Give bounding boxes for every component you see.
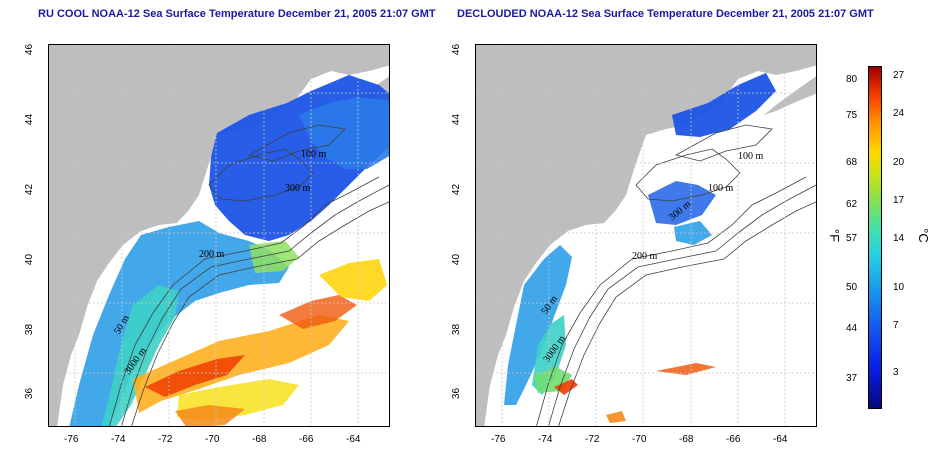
colorbar-celsius-tick: 27	[893, 70, 905, 81]
depth-contours	[536, 124, 816, 426]
x-tick: -66	[299, 434, 314, 445]
sst-warm-south	[133, 315, 349, 413]
graticule	[49, 45, 389, 426]
sst-warm-streak	[656, 363, 716, 375]
x-tick: -68	[679, 434, 694, 445]
colorbar-fahrenheit-tick: 62	[846, 199, 858, 210]
y-tick: 46	[451, 43, 463, 56]
sst-cold-gulf-of-maine	[672, 73, 776, 137]
sst-cold-shelf	[648, 181, 716, 225]
land-mass	[476, 45, 816, 426]
y-tick: 36	[24, 387, 36, 400]
right-map-canvas: 100 m 300 m 100 m 200 m 50 m 3000 m	[476, 45, 816, 426]
sst-mid-shelf	[101, 285, 179, 426]
y-tick: 44	[24, 113, 36, 126]
sst-warm-spot	[606, 411, 626, 423]
sst-hot-gulfstream	[554, 379, 578, 395]
contour-label: 100 m	[738, 151, 764, 162]
colorbar-celsius-tick: 10	[893, 282, 905, 293]
left-sst-map[interactable]: 100 m 300 m 200 m 50 m 3000 m	[48, 44, 390, 427]
colorbar-fahrenheit-tick: 80	[846, 74, 858, 85]
colorbar-fahrenheit-tick: 57	[846, 233, 858, 244]
contour-label: 200 m	[199, 249, 225, 260]
x-tick: -68	[252, 434, 267, 445]
sst-shelf-green	[249, 241, 299, 273]
fahrenheit-unit-label: °F	[827, 228, 843, 243]
y-tick: 40	[24, 253, 36, 266]
sst-hot-gulfstream	[145, 355, 245, 397]
temperature-colorbar	[868, 66, 882, 409]
x-tick: -66	[726, 434, 741, 445]
y-tick: 42	[24, 183, 36, 196]
x-tick: -76	[64, 434, 79, 445]
y-tick: 36	[451, 387, 463, 400]
x-tick: -72	[158, 434, 173, 445]
sst-warm-east	[319, 259, 387, 301]
contour-label: 100 m	[708, 183, 734, 194]
land-mass	[49, 45, 389, 426]
colorbar-fahrenheit-tick: 68	[846, 157, 858, 168]
contour-label: 300 m	[285, 183, 311, 194]
colorbar-fahrenheit-tick: 50	[846, 282, 858, 293]
colorbar-fahrenheit-tick: 37	[846, 373, 858, 384]
x-tick: -70	[205, 434, 220, 445]
right-sst-map[interactable]: 100 m 300 m 100 m 200 m 50 m 3000 m	[475, 44, 817, 427]
y-tick: 40	[451, 253, 463, 266]
sst-hot-east	[279, 295, 357, 329]
y-tick: 44	[451, 113, 463, 126]
sst-cold-scotian	[299, 97, 389, 169]
y-tick: 46	[24, 43, 36, 56]
contour-label: 100 m	[301, 149, 327, 160]
colorbar-celsius-tick: 14	[893, 233, 905, 244]
colorbar-celsius-tick: 7	[893, 320, 899, 331]
y-tick: 38	[24, 323, 36, 336]
x-tick: -64	[346, 434, 361, 445]
x-tick: -76	[491, 434, 506, 445]
celsius-unit-label: °C	[915, 228, 931, 243]
right-map-title: DECLOUDED NOAA-12 Sea Surface Temperatur…	[457, 8, 874, 20]
left-map-title: RU COOL NOAA-12 Sea Surface Temperature …	[38, 8, 436, 20]
x-tick: -70	[632, 434, 647, 445]
colorbar-celsius-tick: 24	[893, 108, 905, 119]
colorbar-celsius-tick: 20	[893, 157, 905, 168]
colorbar-fahrenheit-tick: 44	[846, 323, 858, 334]
colorbar-celsius-tick: 3	[893, 367, 899, 378]
x-tick: -72	[585, 434, 600, 445]
nova-scotia	[764, 76, 816, 115]
colorbar-fahrenheit-tick: 75	[846, 110, 858, 121]
depth-contours	[109, 124, 389, 426]
contour-label: 200 m	[632, 251, 658, 262]
colorbar-celsius-tick: 17	[893, 195, 905, 206]
graticule	[476, 45, 816, 426]
x-tick: -74	[538, 434, 553, 445]
left-map-canvas: 100 m 300 m 200 m 50 m 3000 m	[49, 45, 389, 426]
y-tick: 38	[451, 323, 463, 336]
x-tick: -64	[773, 434, 788, 445]
x-tick: -74	[111, 434, 126, 445]
sst-orange-bottom	[175, 405, 245, 426]
y-tick: 42	[451, 183, 463, 196]
sst-cool-coast	[504, 245, 572, 405]
